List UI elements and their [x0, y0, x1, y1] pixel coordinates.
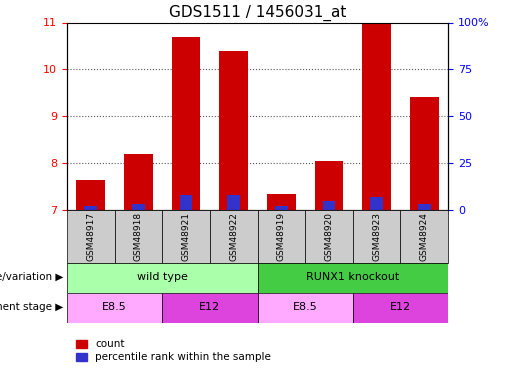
Bar — [114, 210, 162, 262]
Text: GSM48919: GSM48919 — [277, 211, 286, 261]
Bar — [401, 210, 448, 262]
Text: E12: E12 — [199, 303, 220, 312]
Bar — [363, 22, 391, 210]
Bar — [275, 206, 288, 210]
Text: wild type: wild type — [137, 273, 187, 282]
Text: genotype/variation ▶: genotype/variation ▶ — [0, 273, 63, 282]
Text: RUNX1 knockout: RUNX1 knockout — [306, 273, 400, 282]
Text: GSM48924: GSM48924 — [420, 212, 428, 261]
Bar — [267, 194, 296, 210]
Bar — [124, 154, 153, 210]
Text: GSM48917: GSM48917 — [87, 211, 95, 261]
Bar — [171, 37, 200, 210]
Bar — [258, 210, 305, 262]
Bar — [67, 262, 258, 292]
Title: GDS1511 / 1456031_at: GDS1511 / 1456031_at — [169, 5, 346, 21]
Bar — [258, 262, 448, 292]
Text: E8.5: E8.5 — [293, 303, 318, 312]
Text: GSM48923: GSM48923 — [372, 212, 381, 261]
Bar — [132, 204, 145, 210]
Bar — [67, 210, 115, 262]
Bar — [353, 292, 448, 322]
Bar — [210, 210, 258, 262]
Bar — [67, 292, 162, 322]
Bar — [322, 201, 335, 210]
Bar — [315, 161, 343, 210]
Bar — [162, 292, 258, 322]
Text: GSM48921: GSM48921 — [182, 212, 191, 261]
Bar — [258, 292, 353, 322]
Bar — [84, 206, 97, 210]
Text: GSM48918: GSM48918 — [134, 211, 143, 261]
Bar — [76, 180, 105, 210]
Text: development stage ▶: development stage ▶ — [0, 303, 63, 312]
Bar — [418, 204, 431, 210]
Bar — [162, 210, 210, 262]
Bar — [370, 197, 383, 210]
Legend: count, percentile rank within the sample: count, percentile rank within the sample — [72, 335, 275, 367]
Bar — [227, 195, 240, 210]
Text: E12: E12 — [390, 303, 411, 312]
Bar — [305, 210, 353, 262]
Bar — [353, 210, 401, 262]
Text: GSM48922: GSM48922 — [229, 212, 238, 261]
Bar — [410, 98, 439, 210]
Bar — [180, 195, 193, 210]
Bar — [219, 51, 248, 210]
Text: E8.5: E8.5 — [102, 303, 127, 312]
Text: GSM48920: GSM48920 — [324, 212, 333, 261]
